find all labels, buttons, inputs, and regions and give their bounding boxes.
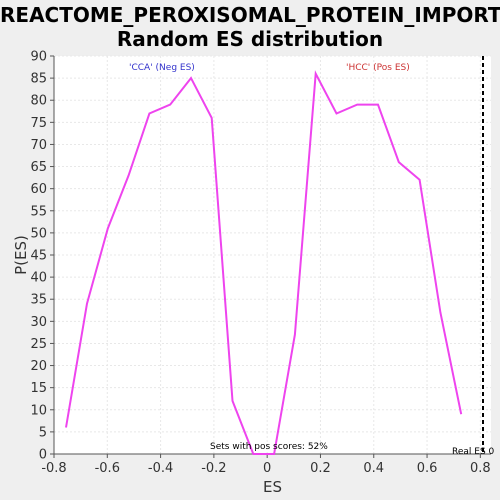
- y-tick-label: 5: [39, 425, 47, 440]
- pos-scores-label: Sets with pos scores: 52%: [210, 442, 328, 452]
- gridlines: [53, 55, 491, 455]
- y-tick-label: 55: [30, 204, 47, 219]
- y-tick-label: 10: [30, 403, 47, 418]
- y-tick-label: 0: [39, 448, 47, 463]
- y-axis-title: P(ES): [12, 235, 30, 275]
- y-tick-label: 20: [30, 359, 47, 374]
- y-tick-label: 60: [30, 182, 47, 197]
- y-tick-label: 80: [30, 94, 47, 109]
- y-tick-label: 65: [30, 160, 47, 175]
- y-tick-label: 45: [30, 249, 47, 264]
- y-tick-label: 25: [30, 337, 47, 352]
- real-es-label: Real ES 0: [452, 447, 495, 457]
- pos-es-label: 'HCC' (Pos ES): [346, 63, 410, 73]
- y-tick-label: 70: [30, 138, 47, 153]
- x-tick-label: 0.8: [470, 461, 491, 476]
- y-tick-label: 30: [30, 315, 47, 330]
- x-tick-label: 0.2: [310, 461, 331, 476]
- x-tick-label: -0.6: [95, 461, 120, 476]
- x-tick-label: -0.4: [148, 461, 173, 476]
- y-tick-label: 35: [30, 293, 47, 308]
- chart-title-line1: REACTOME_PEROXISOMAL_PROTEIN_IMPORT:: [0, 3, 500, 27]
- y-axis: 0 5 10 15 20 25 30 35 40 45 50 55 60 65 70 75 80 85 90: [30, 50, 55, 463]
- x-tick-label: -0.2: [201, 461, 226, 476]
- y-tick-label: 50: [30, 226, 47, 241]
- x-tick-label: 0: [263, 461, 271, 476]
- y-tick-label: 15: [30, 381, 47, 396]
- y-tick-label: 85: [30, 72, 47, 87]
- series-line: [65, 70, 463, 455]
- neg-es-label: 'CCA' (Neg ES): [129, 63, 195, 73]
- x-tick-label: 0.4: [363, 461, 384, 476]
- y-tick-label: 90: [30, 50, 47, 65]
- x-axis-title: ES: [263, 478, 282, 496]
- y-tick-label: 75: [30, 116, 47, 131]
- x-tick-label: 0.6: [417, 461, 438, 476]
- x-tick-label: -0.8: [41, 461, 66, 476]
- y-tick-label: 40: [30, 271, 47, 286]
- chart-title-line2: Random ES distribution: [116, 27, 384, 51]
- x-axis: -0.8 -0.6 -0.4 -0.2 0 0.2 0.4 0.6 0.8: [41, 453, 491, 476]
